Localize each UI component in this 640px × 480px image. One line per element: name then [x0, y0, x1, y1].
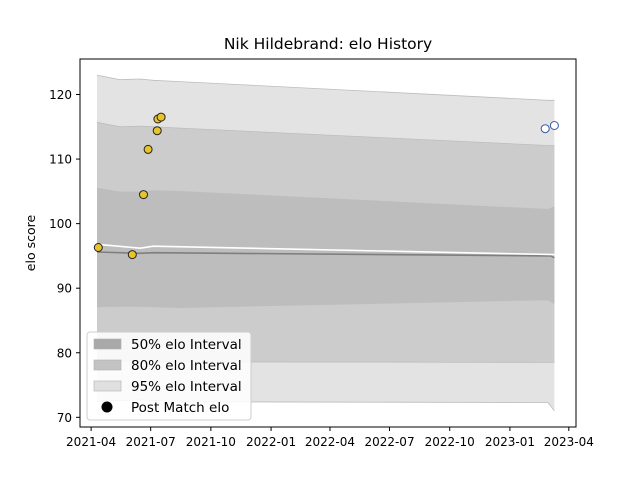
- y-tick-label-1: 80: [57, 346, 72, 360]
- x-tick-label-2: 2021-10: [186, 435, 236, 449]
- band-p80-upper-edge: [96, 121, 555, 146]
- band-p50: [97, 188, 555, 308]
- band-p50-upper-edge: [96, 187, 555, 210]
- legend: 50% elo Interval 80% elo Interval 95% elo …: [86, 331, 252, 421]
- mean-line: [96, 243, 555, 256]
- data-point-s0-4: [152, 126, 162, 136]
- x-tick-label-6: 2022-10: [425, 435, 475, 449]
- data-point-s0-2: [139, 190, 148, 200]
- median-line: [96, 251, 555, 259]
- band-p50-lower-edge: [96, 299, 555, 309]
- legend-swatch-1: [93, 359, 122, 371]
- data-point-s0-1: [127, 250, 137, 260]
- x-tick-label-1: 2021-07: [126, 435, 176, 449]
- data-point-s0-3: [143, 144, 153, 154]
- chart-title: Nik Hildebrand: elo History: [224, 35, 432, 53]
- y-tick-label-0: 70: [57, 411, 72, 425]
- x-tick-label-0: 2021-04: [66, 435, 116, 449]
- data-point-s1-1: [549, 121, 559, 130]
- x-tick-label-5: 2022-07: [364, 435, 414, 449]
- x-tick-label-7: 2023-01: [485, 435, 535, 449]
- x-tick-label-4: 2022-04: [305, 435, 355, 449]
- y-axis-label: elo score: [23, 215, 38, 272]
- plot-area: 70 80 90 100 110 120 2021-04 2021-07 2021-10 2022…: [49, 58, 594, 449]
- legend-label-3: Post Match elo: [131, 400, 229, 416]
- legend-marker-3: [101, 401, 113, 413]
- legend-label-0: 50% elo Interval: [131, 337, 242, 353]
- legend-box: [86, 331, 252, 421]
- y-tick-label-3: 100: [49, 217, 72, 231]
- legend-label-2: 95% elo Interval: [131, 379, 242, 395]
- y-tick-label-2: 90: [57, 282, 72, 296]
- legend-label-1: 80% elo Interval: [131, 358, 242, 374]
- data-point-s0-0: [93, 243, 103, 252]
- data-point-s0-6: [156, 112, 166, 122]
- y-tick-label-4: 110: [49, 153, 72, 167]
- x-tick-label-3: 2022-01: [246, 435, 296, 449]
- y-tick-label-5: 120: [49, 88, 72, 102]
- band-p95-upper-edge: [96, 74, 555, 101]
- x-tick-label-8: 2023-04: [544, 435, 594, 449]
- axes-frame: [79, 58, 577, 428]
- data-point-s1-0: [540, 124, 550, 134]
- legend-swatch-2: [93, 380, 122, 392]
- legend-swatch-0: [93, 338, 122, 350]
